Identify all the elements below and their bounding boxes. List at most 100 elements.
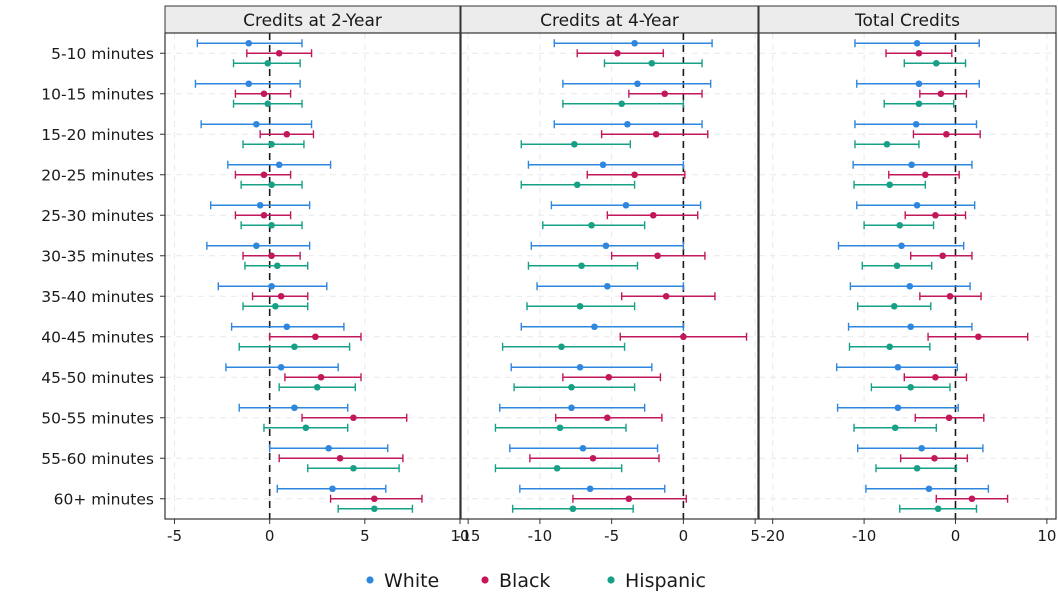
category-labels: 5-10 minutes 10-15 minutes 15-20 minutes 20… [41,45,165,508]
panel-strip [758,5,1057,34]
point-estimate [946,292,954,300]
point-estimate [350,414,357,422]
point-estimate [264,59,272,67]
point-estimate [558,343,565,351]
point-estimate [602,242,610,250]
series-black [529,49,748,503]
point-estimate [591,323,598,331]
point-estimate [571,140,578,148]
point-estimate [662,292,670,300]
x-tick-label: -20 [760,527,785,545]
point-estimate [918,444,925,452]
series-white [835,39,990,493]
point-estimate [915,49,923,57]
point-estimate [277,363,285,371]
point-estimate [604,414,611,422]
point-estimate [631,171,638,179]
point-estimate [253,120,260,128]
series-black [234,49,423,503]
point-estimate [618,100,625,108]
panel-border [460,32,759,520]
point-estimate [291,343,298,351]
point-estimate [329,485,336,493]
point-estimate [652,130,660,138]
series-white [194,39,389,493]
legend-marker [366,576,374,584]
point-estimate [913,39,921,47]
point-estimate [371,505,378,513]
point-estimate [586,485,594,493]
category-label: 60+ minutes [54,490,154,508]
point-estimate [912,120,920,128]
point-estimate [573,181,581,189]
point-estimate [945,414,953,422]
point-estimate [264,100,272,108]
point-estimate [913,464,921,472]
point-estimate [578,262,585,270]
legend-marker [481,576,489,584]
point-estimate [943,130,950,138]
point-estimate [908,161,915,169]
point-estimate [268,282,275,290]
legend-item-black: Black [481,570,550,592]
point-estimate [312,333,319,341]
point-estimate [291,404,298,412]
x-tick-label: 5 [750,527,760,545]
panel-title: Total Credits [854,11,960,31]
point-estimate [272,302,279,310]
point-estimate [631,39,638,47]
x-tick-label: 0 [951,527,961,545]
point-estimate [622,201,630,209]
point-estimate [260,211,268,219]
legend-item-white: White [366,570,439,592]
point-estimate [886,343,893,351]
category-label: 20-25 minutes [41,166,154,184]
panel-strip [164,5,461,34]
point-estimate [245,39,253,47]
series-white [499,39,713,493]
point-estimate [268,181,275,189]
point-estimate [907,383,914,391]
point-estimate [268,252,275,260]
panel-title: Credits at 2-Year [243,11,382,31]
legend-marker [607,576,615,584]
point-estimate [350,464,357,472]
x-tick-label: -10 [528,527,553,545]
point-estimate [648,59,656,67]
point-estimate [556,424,564,432]
panel-border [164,32,461,520]
panel-title: Credits at 4-Year [540,11,679,31]
x-tick-label: 10 [1037,527,1056,545]
point-estimate [680,333,687,341]
panel-2: Credits at 4-Year -15 -10 -5 0 5 [456,5,760,545]
point-estimate [588,221,595,229]
point-estimate [260,90,268,98]
point-estimate [975,333,982,341]
point-estimate [661,90,669,98]
point-estimate [614,49,621,57]
point-estimate [604,282,611,290]
category-label: 55-60 minutes [41,450,154,468]
point-estimate [576,363,584,371]
point-estimate [336,454,344,462]
point-estimate [275,161,283,169]
point-estimate [302,424,310,432]
point-estimate [649,211,657,219]
point-estimate [283,130,291,138]
point-estimate [253,242,260,250]
category-label: 5-10 minutes [51,45,154,63]
point-estimate [589,454,597,462]
legend-item-hispanic: Hispanic [607,570,706,592]
point-estimate [277,292,285,300]
point-estimate [325,444,332,452]
x-tick-label: -15 [456,527,481,545]
category-label: 15-20 minutes [41,126,154,144]
point-estimate [317,373,325,381]
point-estimate [932,211,939,219]
legend-label: Black [499,570,550,592]
x-tick-label: 10 [450,527,469,545]
point-estimate [625,495,633,503]
point-estimate [553,464,561,472]
point-estimate [275,49,283,57]
